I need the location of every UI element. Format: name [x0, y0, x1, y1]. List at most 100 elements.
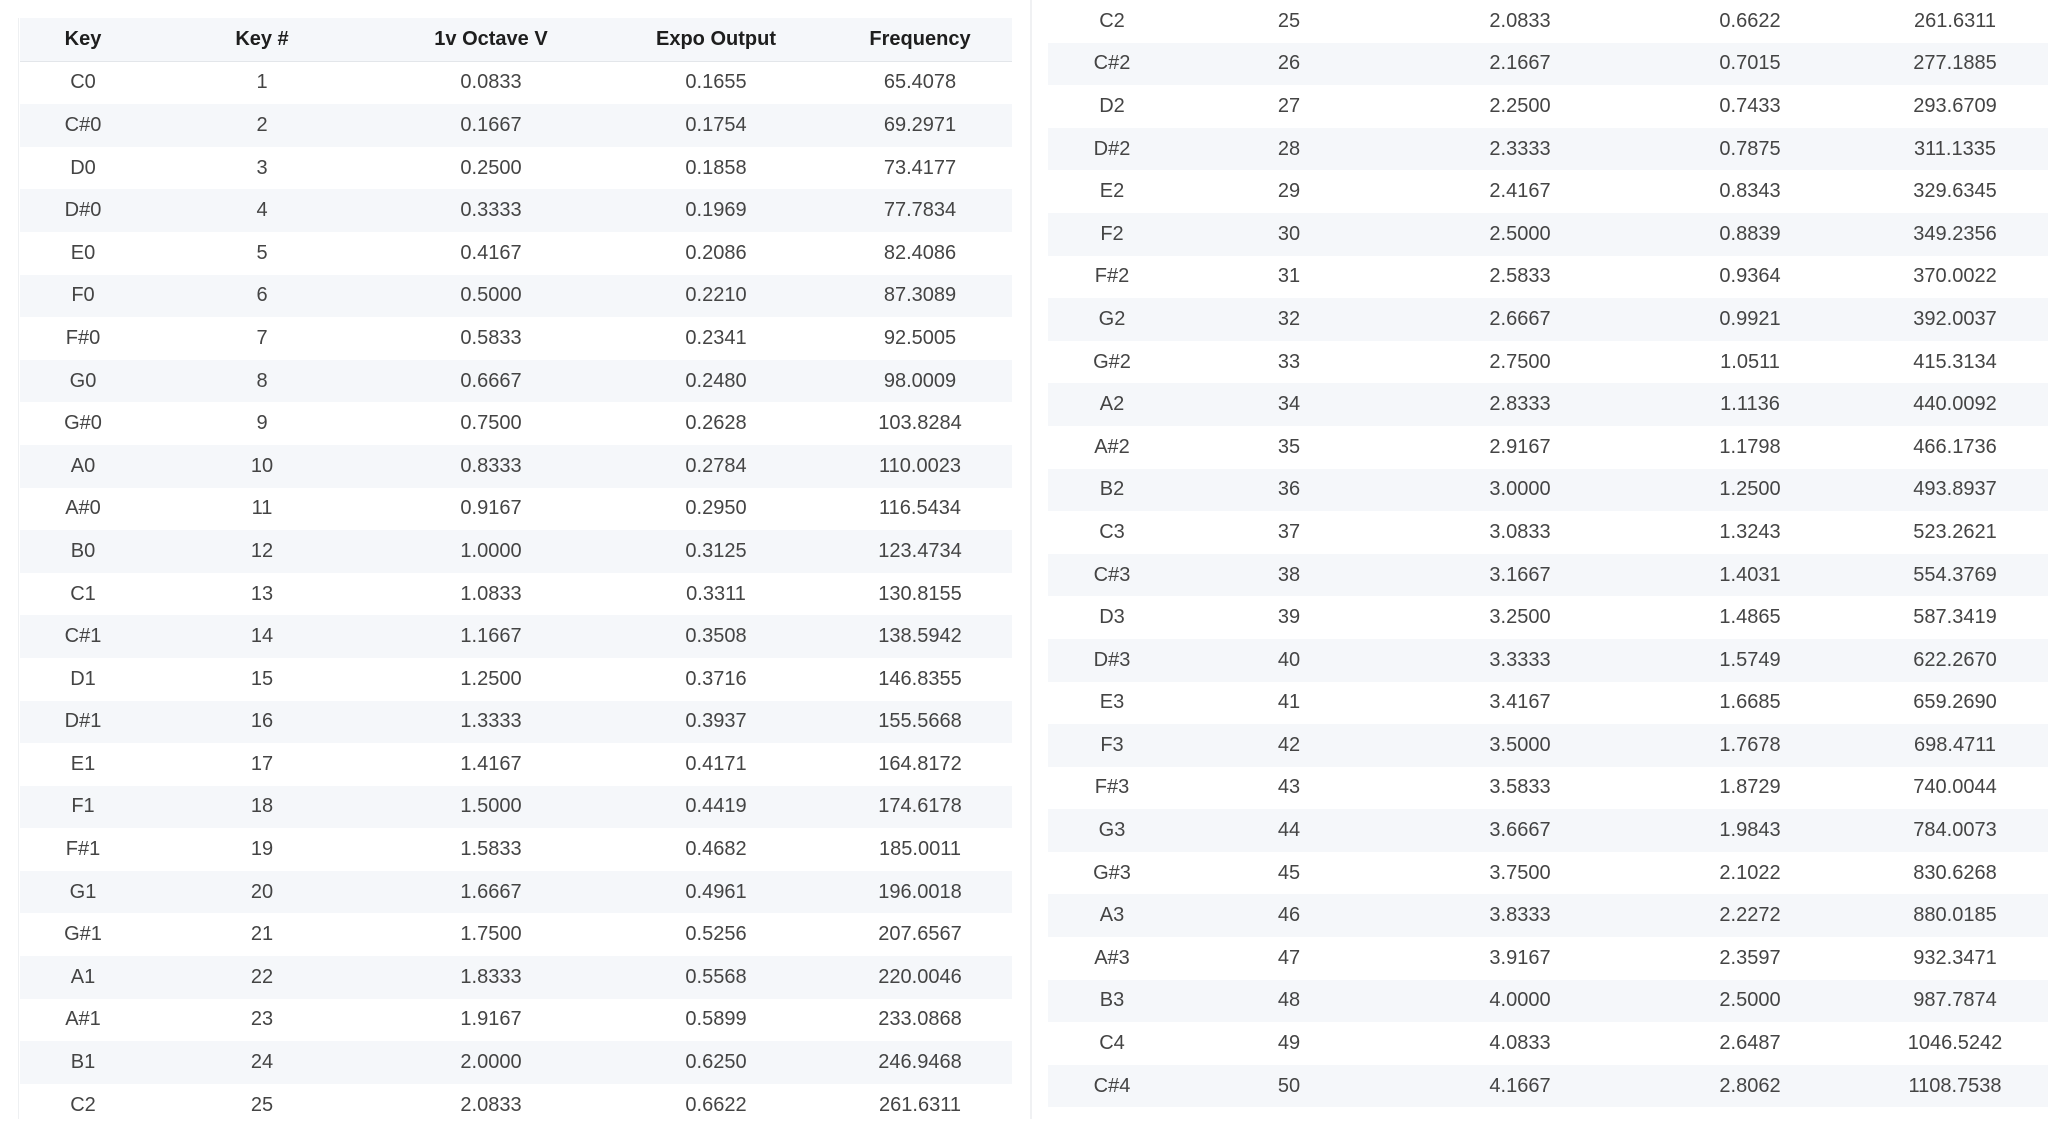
cell-octave-voltage: 3.7500 — [1489, 861, 1551, 884]
cell-octave-voltage: 2.6667 — [1402, 298, 1638, 341]
cell-expo-output: 0.6622 — [1719, 9, 1781, 32]
cell-key-number: 11 — [251, 497, 273, 520]
cell-octave-voltage: 4.0833 — [1489, 1032, 1551, 1055]
cell-key: D3 — [1099, 606, 1125, 629]
cell-key-number: 30 — [1176, 212, 1402, 256]
cell-key-number: 45 — [1277, 861, 1301, 884]
table-row: D2 27 2.2500 0.7433 293.6709 — [1048, 85, 2048, 128]
cell-expo-output: 0.2480 — [604, 359, 828, 403]
cell-key-number: 32 — [1176, 298, 1402, 341]
col-header-key-number[interactable]: Key # — [146, 18, 378, 62]
table-row: F#2 31 2.5833 0.9364 370.0022 — [1048, 256, 2048, 299]
left-table-edge — [18, 18, 19, 1119]
cell-octave-voltage: 0.5833 — [460, 326, 522, 349]
cell-expo-output: 0.2086 — [685, 241, 747, 264]
cell-expo-output: 0.8839 — [1638, 212, 1862, 256]
cell-frequency: 784.0073 — [1862, 809, 2048, 852]
table-row: D1 15 1.2500 0.3716 146.8355 — [20, 658, 1012, 701]
cell-expo-output: 1.1136 — [1638, 383, 1862, 426]
cell-frequency: 987.7874 — [1862, 979, 2048, 1023]
table-row: F#3 43 3.5833 1.8729 740.0044 — [1048, 767, 2048, 810]
cell-key-number: 29 — [1277, 180, 1301, 203]
cell-octave-voltage: 2.3333 — [1402, 127, 1638, 171]
cell-octave-voltage: 3.4167 — [1489, 691, 1551, 714]
cell-octave-voltage: 3.6667 — [1402, 809, 1638, 852]
cell-octave-voltage: 4.1667 — [1402, 1064, 1638, 1108]
cell-octave-voltage: 2.0833 — [460, 1093, 522, 1116]
cell-key: C0 — [70, 71, 96, 94]
cell-key-number: 5 — [256, 241, 268, 264]
cell-key: D2 — [1099, 94, 1125, 117]
cell-frequency: 392.0037 — [1862, 298, 2048, 341]
cell-key: A#2 — [1094, 435, 1130, 458]
cell-octave-voltage: 2.0000 — [378, 1041, 604, 1084]
cell-key: C1 — [70, 582, 96, 605]
table-row: A#3 47 3.9167 2.3597 932.3471 — [1048, 937, 2048, 980]
cell-key-number: 37 — [1277, 520, 1301, 543]
table-row: D#1 16 1.3333 0.3937 155.5668 — [20, 700, 1012, 744]
cell-frequency: 220.0046 — [828, 956, 1012, 999]
cell-frequency: 440.0092 — [1862, 383, 2048, 426]
table-row: F#0 7 0.5833 0.2341 92.5005 — [20, 317, 1012, 360]
cell-expo-output: 1.4031 — [1638, 553, 1862, 597]
table-row: E3 41 3.4167 1.6685 659.2690 — [1048, 682, 2048, 725]
cell-expo-output: 1.1798 — [1719, 435, 1781, 458]
cell-key: C#3 — [1048, 553, 1176, 597]
cell-frequency: 622.2670 — [1862, 638, 2048, 682]
cell-expo-output: 0.4961 — [604, 870, 828, 914]
cell-key-number: 35 — [1277, 435, 1301, 458]
table-row: F0 6 0.5000 0.2210 87.3089 — [20, 274, 1012, 318]
table-row: B0 12 1.0000 0.3125 123.4734 — [20, 530, 1012, 573]
cell-key-number: 10 — [146, 444, 378, 488]
table-row: C2 25 2.0833 0.6622 261.6311 — [1048, 0, 2048, 43]
cell-expo-output: 0.3125 — [604, 530, 828, 573]
cell-frequency: 659.2690 — [1913, 691, 1997, 714]
table-row: C0 1 0.0833 0.1655 65.4078 — [20, 61, 1012, 104]
cell-expo-output: 1.9843 — [1638, 809, 1862, 852]
cell-octave-voltage: 0.0833 — [460, 71, 522, 94]
cell-key-number: 19 — [250, 838, 274, 861]
table-row: B3 48 4.0000 2.5000 987.7874 — [1048, 979, 2048, 1023]
cell-key-number: 2 — [146, 104, 378, 147]
cell-key: D#1 — [20, 700, 146, 744]
cell-octave-voltage: 2.5000 — [1402, 212, 1638, 256]
cell-frequency: 277.1885 — [1862, 42, 2048, 86]
cell-frequency: 466.1736 — [1913, 435, 1997, 458]
cell-octave-voltage: 0.9167 — [460, 497, 522, 520]
cell-octave-voltage: 3.2500 — [1489, 606, 1551, 629]
cell-frequency: 261.6311 — [1914, 9, 1996, 32]
table-row: G#3 45 3.7500 2.1022 830.6268 — [1048, 852, 2048, 895]
col-header-key[interactable]: Key — [20, 18, 146, 62]
col-header-expo-output[interactable]: Expo Output — [604, 18, 828, 62]
cell-key-number: 24 — [146, 1041, 378, 1084]
cell-key: B2 — [1048, 468, 1176, 512]
cell-frequency: 740.0044 — [1913, 776, 1997, 799]
table-row: C2 25 2.0833 0.6622 261.6311 — [20, 1084, 1012, 1126]
cell-octave-voltage: 0.6667 — [378, 359, 604, 403]
cell-frequency: 146.8355 — [878, 667, 962, 690]
cell-key-number: 4 — [146, 189, 378, 232]
cell-key: B0 — [20, 530, 146, 573]
cell-key: D#2 — [1048, 127, 1176, 171]
table-row: G0 8 0.6667 0.2480 98.0009 — [20, 359, 1012, 403]
table-row: A0 10 0.8333 0.2784 110.0023 — [20, 444, 1012, 488]
cell-expo-output: 2.3597 — [1719, 946, 1781, 969]
table-row: C#3 38 3.1667 1.4031 554.3769 — [1048, 553, 2048, 597]
col-header-frequency[interactable]: Frequency — [828, 18, 1012, 62]
cell-expo-output: 0.7433 — [1719, 94, 1781, 117]
cell-expo-output: 0.6250 — [604, 1041, 828, 1084]
cell-expo-output: 0.8343 — [1719, 180, 1781, 203]
cell-octave-voltage: 3.1667 — [1402, 553, 1638, 597]
cell-frequency: 196.0018 — [828, 870, 1012, 914]
cell-expo-output: 2.2272 — [1638, 894, 1862, 938]
cell-frequency: 130.8155 — [878, 582, 962, 605]
cell-key-number: 25 — [1277, 9, 1301, 32]
table-row: D#2 28 2.3333 0.7875 311.1335 — [1048, 127, 2048, 171]
cell-key: A2 — [1048, 383, 1176, 426]
cell-key-number: 26 — [1176, 42, 1402, 86]
cell-expo-output: 0.4171 — [685, 752, 747, 775]
cell-key: C2 — [70, 1093, 96, 1116]
cell-frequency: 123.4734 — [828, 530, 1012, 573]
cell-octave-voltage: 2.2500 — [1489, 94, 1551, 117]
col-header-octave-voltage[interactable]: 1v Octave V — [378, 18, 604, 62]
